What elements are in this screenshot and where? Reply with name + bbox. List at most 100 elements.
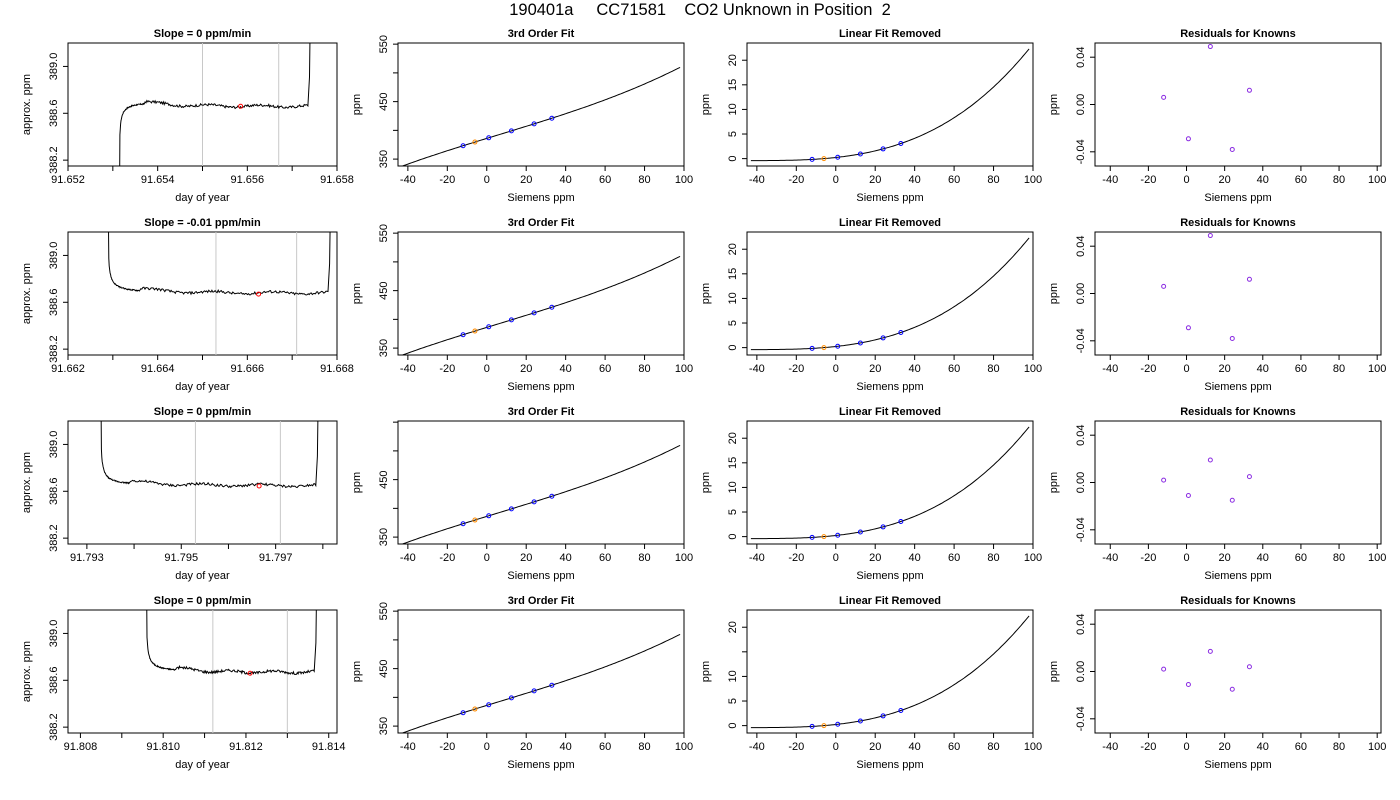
y-tick-label: 450 [378,92,390,110]
residual-point [1185,493,1191,499]
x-tick-label: 60 [1295,174,1307,186]
trace-line [146,610,317,676]
panel-time-row-3: Slope = 0 ppm/min 91.793 91.795 91.797 388.2… [21,406,338,582]
known-point [835,343,841,349]
x-tick-label: -20 [1140,174,1156,186]
x-tick-label: 80 [638,741,650,753]
x-axis-label: Siemens ppm [1204,192,1271,204]
panel-linres-row-1: Linear Fit Removed -40 -20 0 20 40 60 80 100 0 5 10… [700,28,1042,204]
fit-curve [401,255,681,355]
plot-area [1161,648,1252,692]
panel-title: 3rd Order Fit [508,28,575,40]
fit-curve [750,48,1030,162]
known-point [549,493,555,499]
plot-area [401,66,681,166]
y-tick-label: 450 [378,281,390,299]
x-tick-label: -20 [439,552,455,564]
x-tick-label: 20 [1219,552,1231,564]
x-tick-label: 80 [987,174,999,186]
panel-time-row-2: Slope = -0.01 ppm/min 91.662 91.664 91.666 9… [21,217,354,393]
x-tick-label: 60 [599,741,611,753]
panel-linres-row-4: Linear Fit Removed -40 -20 0 20 40 60 80 100 0 5 10… [700,595,1042,771]
y-tick-label: 450 [378,659,390,677]
x-tick-label: 100 [1024,741,1042,753]
residual-point [1246,276,1252,282]
panel-resid-row-1: Residuals for Knowns -40 -20 0 20 40 60 80 100 -0… [1048,28,1386,204]
x-tick-label: 100 [1024,363,1042,375]
x-tick-label: 40 [909,363,921,375]
y-tick-label: -0.04 [1075,139,1087,164]
y-axis-label: ppm [351,94,363,115]
x-tick-label: 91.658 [320,174,354,186]
plot-frame [1094,231,1382,356]
plot-area [146,610,317,733]
x-tick-label: 100 [675,741,693,753]
x-tick-label: 91.664 [141,363,175,375]
y-tick-label: 0 [727,345,739,351]
average-point [238,103,244,109]
known-point [508,128,514,134]
plot-area [750,48,1030,162]
panel-title: Residuals for Knowns [1180,595,1296,607]
x-tick-label: 91.814 [312,741,346,753]
known-point [549,304,555,310]
x-tick-label: 60 [948,552,960,564]
x-tick-label: -20 [1140,552,1156,564]
x-tick-label: -20 [788,363,804,375]
plot-area [100,421,319,544]
residual-point [1229,335,1235,341]
residual-point [1185,136,1191,142]
y-axis-label: ppm [700,94,712,115]
y-axis-label: ppm [700,472,712,493]
y-axis-label: ppm [700,661,712,682]
y-tick-label: 389.0 [48,431,60,459]
x-tick-label: 100 [1368,552,1386,564]
x-tick-label: 91.662 [51,363,85,375]
residual-point [1207,233,1213,239]
residual-point [1185,682,1191,688]
residual-point [1161,477,1167,483]
known-point [857,340,863,346]
x-tick-label: 0 [1183,741,1189,753]
x-tick-label: 0 [1183,363,1189,375]
plot-frame [397,231,685,356]
x-axis-label: Siemens ppm [856,759,923,771]
x-tick-label: 91.808 [64,741,98,753]
x-tick-label: -40 [1102,741,1118,753]
plot-area [1161,457,1252,503]
y-tick-label: 0.00 [1075,472,1087,493]
y-axis-label: ppm [1048,661,1060,682]
x-tick-label: 0 [833,741,839,753]
x-tick-label: 91.652 [51,174,85,186]
x-tick-label: -40 [400,552,416,564]
x-tick-label: -40 [400,174,416,186]
y-axis-label: ppm [351,472,363,493]
y-tick-label: 350 [378,339,390,357]
x-tick-label: 40 [909,741,921,753]
y-tick-label: 0 [727,723,739,729]
x-tick-label: 91.793 [70,552,104,564]
trace-line [108,232,331,296]
x-tick-label: 60 [1295,552,1307,564]
x-tick-label: 80 [987,552,999,564]
x-axis-label: day of year [175,570,230,582]
x-tick-label: 20 [869,363,881,375]
y-axis-label: approx. ppm [21,263,33,324]
x-tick-label: 20 [520,552,532,564]
panel-linres-row-3: Linear Fit Removed -40 -20 0 20 40 60 80 100 0 5 10… [700,406,1042,582]
x-tick-label: 40 [560,174,572,186]
x-tick-label: 0 [833,552,839,564]
plot-area [750,426,1030,540]
plot-frame [397,420,685,545]
y-tick-label: 20 [727,243,739,255]
panel-title: 3rd Order Fit [508,406,575,418]
y-tick-label: 0.04 [1075,613,1087,634]
y-tick-label: 0 [727,534,739,540]
fit-curve [750,426,1030,540]
plot-frame [746,231,1034,356]
x-tick-label: 80 [1333,363,1345,375]
x-tick-label: 100 [1368,741,1386,753]
x-tick-label: 40 [1257,741,1269,753]
y-axis-label: approx. ppm [21,641,33,702]
residual-point [1207,648,1213,654]
